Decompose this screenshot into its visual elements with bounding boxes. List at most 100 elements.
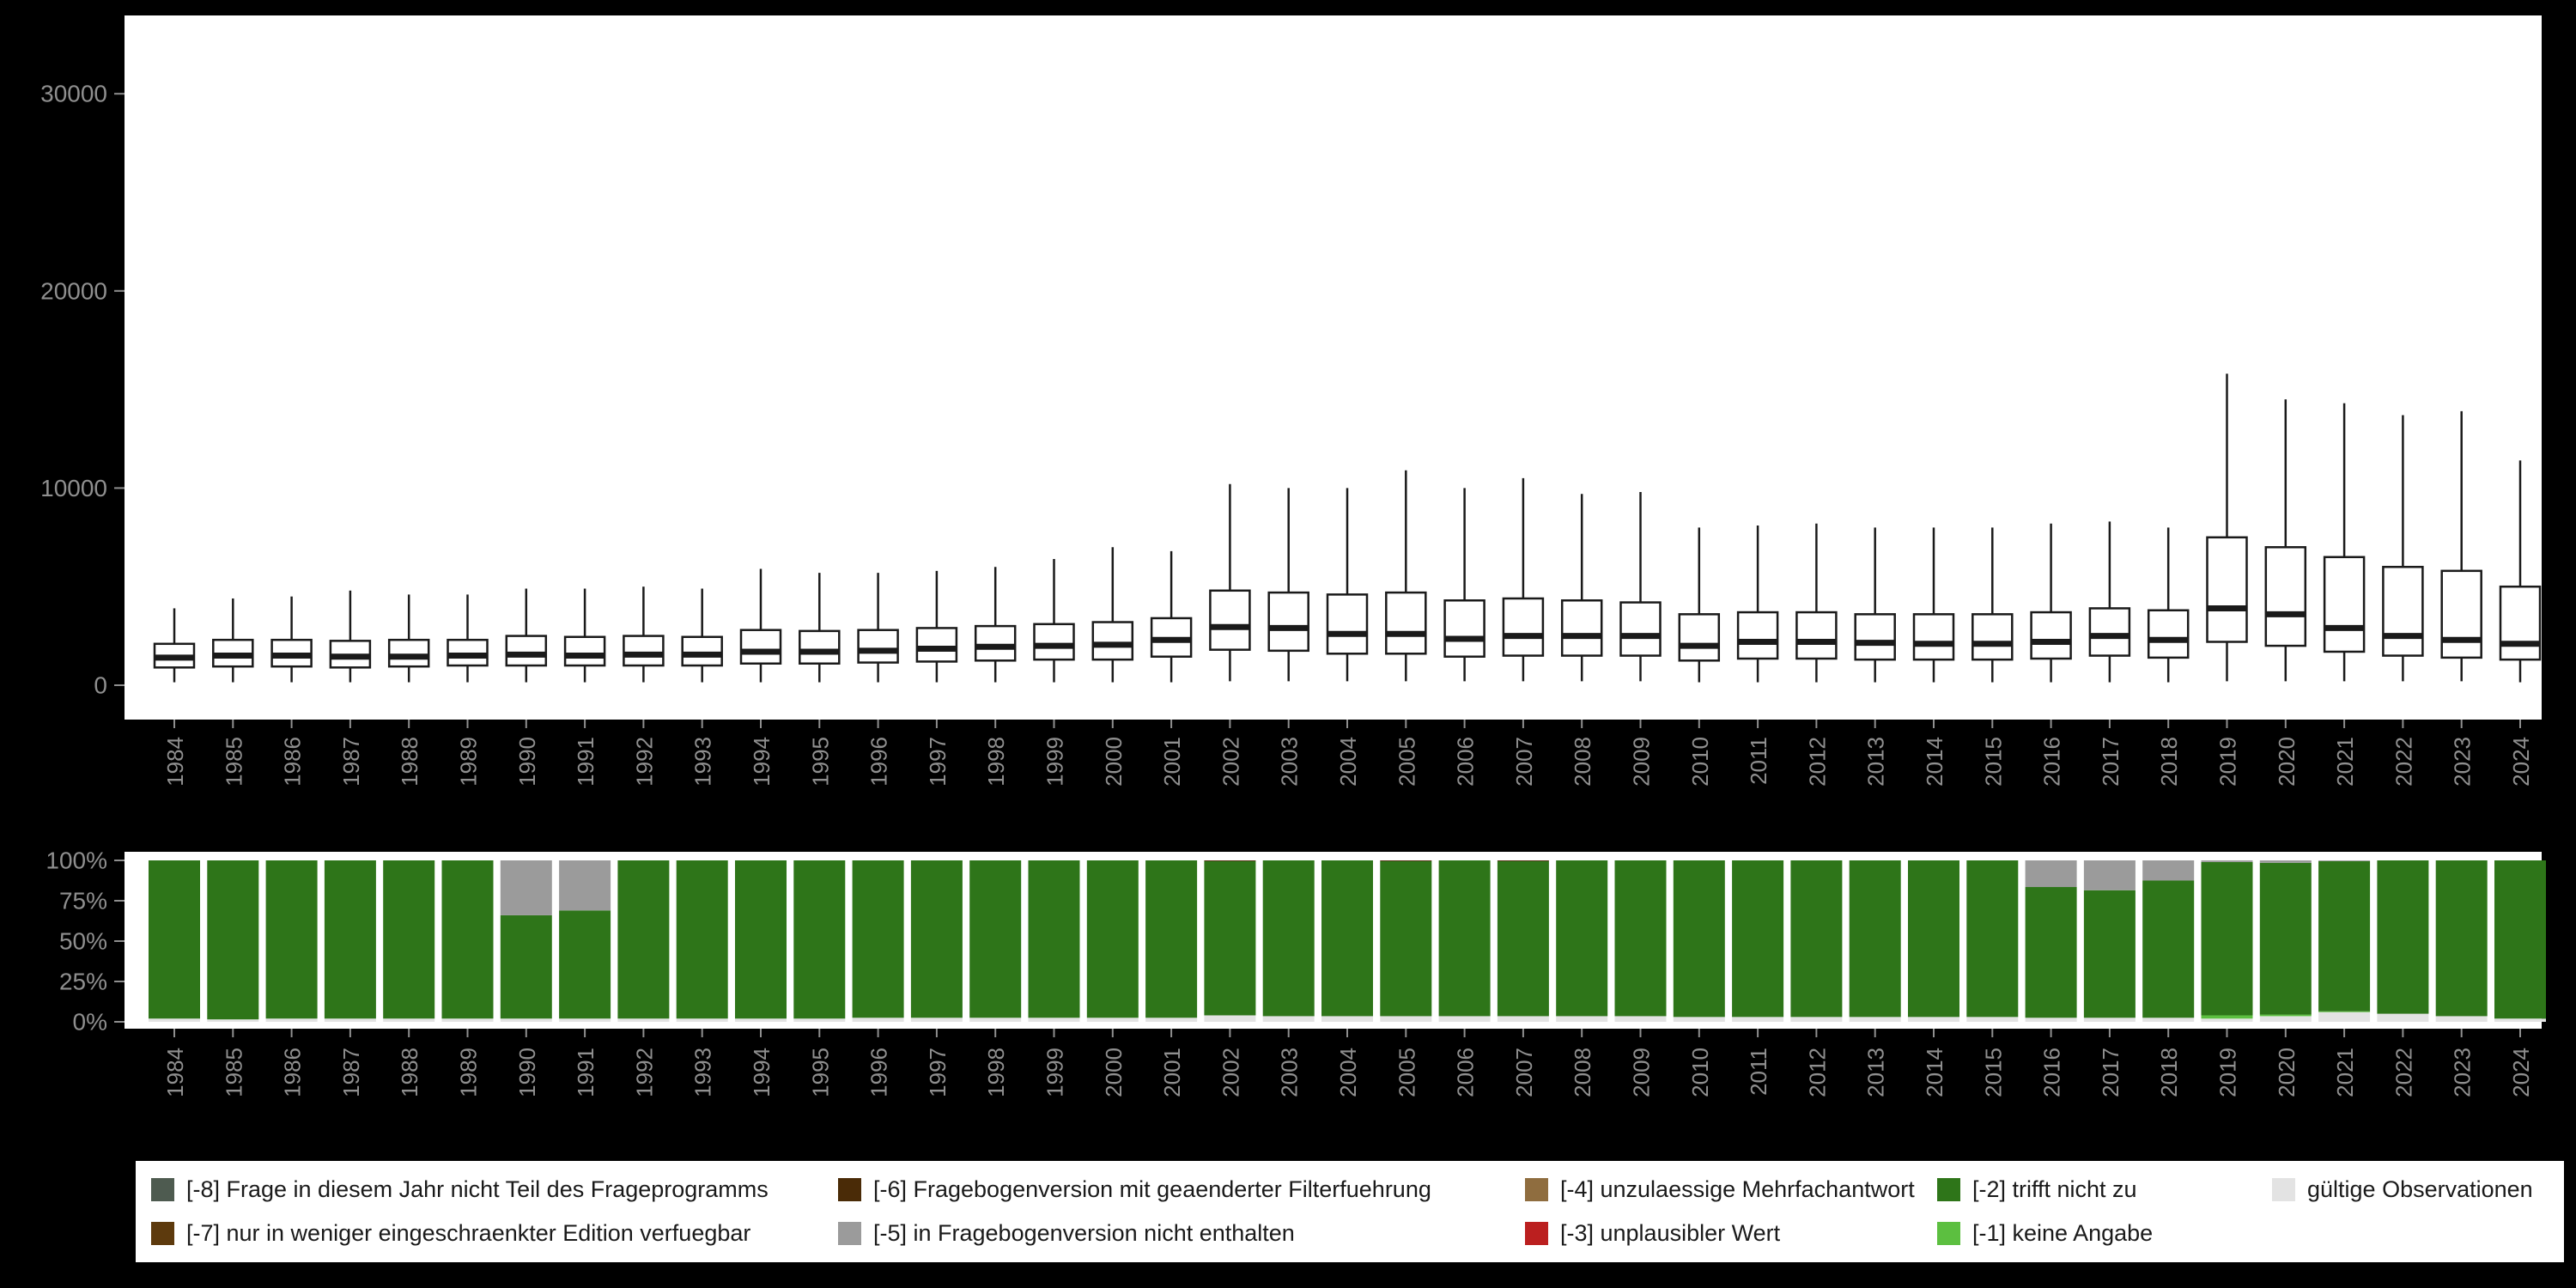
bar-segment-m5 [2083,860,2136,890]
box [1385,591,1427,655]
x-axis-label: 2017 [2098,1048,2123,1097]
bar-segment-m2 [265,860,318,1019]
bar-segment-valid [1497,1016,1549,1022]
bar-segment-m2 [735,860,787,1019]
x-axis-label: 1985 [221,737,246,787]
box [2499,585,2542,661]
legend: [-8] Frage in diesem Jahr nicht Teil des… [136,1161,2564,1262]
bar-segment-m2 [1145,860,1198,1018]
x-axis-label: 2010 [1687,737,1713,787]
x-axis-label: 2002 [1218,1048,1243,1097]
y-axis-label: 30000 [40,81,107,107]
x-axis-label: 2002 [1218,737,1243,787]
x-axis-label: 1997 [925,1048,951,1097]
legend-swatch-icon [838,1178,861,1201]
bar-segment-valid [1204,1015,1256,1022]
x-axis-label: 2023 [2450,737,2476,787]
bar-segment-m2 [852,860,904,1018]
box [1326,593,1369,655]
legend-label: [-2] trifft nicht zu [1972,1176,2137,1202]
bar-segment-m2 [1732,860,1784,1018]
bar-segment-valid [441,1018,494,1022]
bar-segment-m2 [2083,890,2136,1018]
legend-swatch-icon [1525,1222,1548,1245]
legend-label: gültige Observationen [2307,1176,2533,1202]
box [2088,607,2131,657]
box [1795,611,1838,660]
bar-segment-m2 [149,860,200,1019]
bar-segment-valid [207,1019,259,1022]
bar-segment-valid [1438,1016,1491,1022]
x-axis-label: 1984 [162,1048,188,1097]
legend-item: [-5] in Fragebogenversion nicht enthalte… [838,1220,1525,1247]
bar-segment-valid [2494,1018,2546,1022]
bar-segment-m2 [1790,860,1843,1018]
bar-segment-m2 [1849,860,1901,1018]
bar-segment-valid [2025,1018,2077,1022]
box [1971,613,2014,661]
x-axis-label: 2022 [2391,1048,2416,1097]
x-axis-label: 2016 [2039,737,2065,787]
x-axis-label: 1991 [573,1048,598,1097]
bar-segment-m2 [2494,860,2546,1019]
bar-segment-valid [1028,1018,1080,1022]
box [2206,536,2248,643]
bar-segment-m2 [383,860,435,1019]
x-axis-label: 2014 [1922,737,1947,787]
x-axis-label: 1998 [983,1048,1009,1097]
legend-label: [-3] unplausibler Wert [1560,1220,1781,1246]
y-axis-label: 20000 [40,277,107,304]
bar-segment-valid [2142,1018,2195,1022]
legend-swatch-icon [1937,1178,1960,1201]
bar-segment-m2 [324,860,376,1019]
x-axis-label: 2000 [1101,1048,1127,1097]
x-axis-label: 1996 [866,1048,892,1097]
legend-item: gültige Observationen [2272,1176,2549,1203]
x-axis-label: 2007 [1511,737,1537,787]
bar-segment-m2 [559,910,611,1019]
x-axis-label: 1984 [162,737,188,787]
x-axis-label: 2016 [2039,1048,2065,1097]
bar-segment-valid [617,1018,670,1022]
x-axis-label: 2014 [1922,1048,1947,1097]
x-axis-label: 2008 [1570,1048,1595,1097]
legend-item: [-7] nur in weniger eingeschraenkter Edi… [151,1220,838,1247]
legend-label: [-5] in Fragebogenversion nicht enthalte… [873,1220,1295,1246]
bar-segment-valid [500,1018,552,1022]
x-axis-label: 2024 [2508,737,2534,787]
legend-swatch-icon [151,1178,174,1201]
box [799,629,841,665]
legend-swatch-icon [1525,1178,1548,1201]
x-axis-label: 2007 [1511,1048,1537,1097]
bar-segment-m2 [1380,860,1432,1017]
bar-segment-valid [793,1018,846,1022]
x-axis-label: 1987 [338,737,364,787]
x-axis-label: 1999 [1042,737,1068,787]
x-axis-label: 1995 [807,1048,833,1097]
box [2382,565,2424,657]
x-axis-label: 2001 [1159,1048,1185,1097]
bar-segment-valid [852,1018,904,1022]
bar-segment-m2 [1028,860,1080,1018]
x-axis-label: 2004 [1335,737,1361,787]
box [1209,589,1251,651]
box [974,624,1017,662]
legend-swatch-icon [1937,1222,1960,1245]
x-axis-label: 1993 [690,1048,716,1097]
bar-segment-valid [910,1018,963,1022]
legend-item: [-4] unzulaessige Mehrfachantwort [1525,1176,1937,1203]
x-axis-label: 2024 [2508,1048,2534,1097]
x-axis-label: 2020 [2274,737,2300,787]
percent-axis-label: 100% [46,848,107,874]
bar-segment-m5 [2201,860,2253,862]
x-axis-label: 2021 [2332,737,2358,787]
bar-segment-m2 [1262,860,1315,1017]
box [1736,611,1779,660]
bar-segment-m6 [1204,860,1256,861]
percent-axis-label: 25% [59,969,107,995]
bar-segment-m5 [2142,860,2195,881]
legend-item: [-6] Fragebogenversion mit geaenderter F… [838,1176,1525,1203]
x-axis-label: 2018 [2156,737,2182,787]
x-axis-label: 2004 [1335,1048,1361,1097]
box [505,635,548,667]
